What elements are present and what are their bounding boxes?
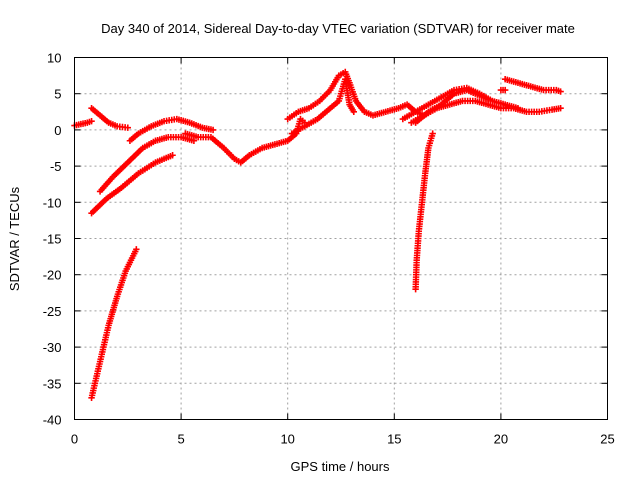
y-tick-label: -15 <box>43 232 62 247</box>
data-point <box>514 104 522 112</box>
series-arc-2 <box>88 104 131 131</box>
series-arc-7 <box>182 115 308 166</box>
y-tick-label: -10 <box>43 195 62 210</box>
x-tick-labels: 0 5 10 15 20 25 <box>71 432 615 447</box>
y-tick-label: -35 <box>43 376 62 391</box>
chart-title: Day 340 of 2014, Sidereal Day-to-day VTE… <box>101 21 575 36</box>
series-arc-3 <box>126 115 217 144</box>
y-tick-label: -40 <box>43 413 62 428</box>
x-tick-label: 15 <box>387 432 401 447</box>
y-tick-label: 5 <box>54 87 61 102</box>
data-point <box>169 152 176 159</box>
series-arc-15 <box>412 130 436 293</box>
series-arc-12 <box>412 86 492 126</box>
x-tick-label: 10 <box>280 432 294 447</box>
series-arc-13 <box>501 76 564 95</box>
data-point <box>350 108 357 115</box>
data-point <box>501 86 509 94</box>
x-tick-label: 0 <box>71 432 78 447</box>
y-tick-label: -25 <box>43 304 62 319</box>
data-point <box>209 126 217 134</box>
data-point <box>557 88 564 95</box>
series-arc-14 <box>497 86 509 94</box>
series-arc-1 <box>71 118 95 129</box>
y-tick-labels: 10 5 0 -5 -10 -15 -20 -25 -30 -35 -40 <box>43 51 62 428</box>
grid <box>74 57 608 420</box>
y-tick-label: -30 <box>43 340 62 355</box>
data-point <box>133 246 140 253</box>
series-arc-8 <box>284 68 428 123</box>
data-point <box>557 104 564 112</box>
x-tick-label: 5 <box>177 432 184 447</box>
x-axis-label: GPS time / hours <box>291 459 390 474</box>
data-point <box>88 118 95 125</box>
series-arc-4 <box>96 133 198 195</box>
series-arc-6 <box>88 246 140 401</box>
axis-ticks <box>74 57 608 420</box>
y-tick-label: 0 <box>54 123 61 138</box>
series-arc-5 <box>88 152 176 217</box>
data-point <box>124 124 131 131</box>
x-tick-label: 20 <box>494 432 508 447</box>
y-tick-label: 10 <box>47 51 61 66</box>
data-point <box>484 96 492 103</box>
y-tick-label: -20 <box>43 268 62 283</box>
plot-frame <box>74 57 608 420</box>
data-series <box>71 68 564 401</box>
series-arc-9 <box>288 76 357 137</box>
y-axis-label: SDTVAR / TECUs <box>7 186 22 291</box>
data-point <box>429 130 436 137</box>
x-tick-label: 25 <box>600 432 614 447</box>
y-tick-label: -5 <box>50 159 62 174</box>
